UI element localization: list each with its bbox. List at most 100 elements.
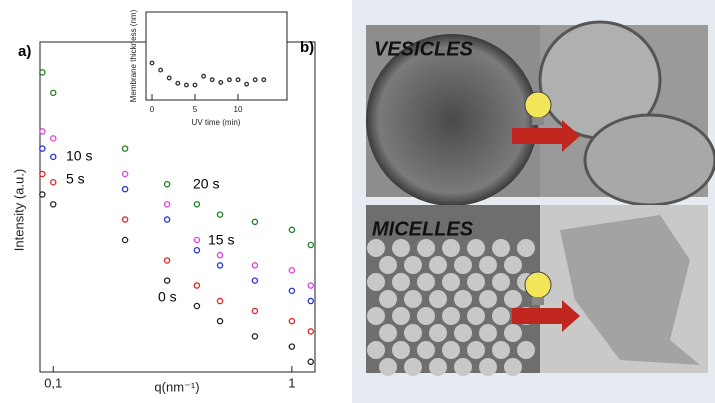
data-point [121, 145, 129, 152]
micelle [454, 290, 472, 308]
micelle [404, 324, 422, 342]
data-point [193, 302, 201, 310]
micelle [504, 256, 522, 274]
x-tick-label: 0,1 [44, 375, 62, 390]
data-point [163, 277, 171, 284]
data-point [288, 287, 296, 295]
data-point [216, 211, 224, 218]
data-point [192, 82, 198, 88]
data-point [216, 297, 224, 305]
micelle [517, 341, 535, 359]
x-tick-label: 1 [288, 375, 295, 390]
y-axis-label: Membrane thickness (nm) [129, 9, 138, 102]
x-axis-label: UV time (min) [192, 118, 241, 127]
series-label: 20 s [193, 176, 219, 192]
data-point [121, 185, 129, 193]
data-point [244, 81, 250, 87]
micelle [417, 307, 435, 325]
data-point [218, 79, 224, 85]
data-point [235, 77, 241, 83]
micelle [504, 290, 522, 308]
micelle [417, 341, 435, 359]
vesicle [366, 34, 538, 206]
data-point [121, 216, 129, 223]
data-point [49, 89, 57, 97]
micelle [504, 358, 522, 376]
data-point [163, 201, 171, 208]
data-point [39, 170, 46, 178]
micelle [392, 239, 410, 257]
data-point [39, 191, 46, 198]
inset-frame [145, 11, 288, 101]
micelle [429, 256, 447, 274]
micelle [492, 341, 510, 359]
data-point [163, 216, 171, 223]
data-point [183, 82, 189, 88]
data-point [201, 73, 207, 79]
panel-label: b) [300, 39, 314, 56]
x-tick-label: 0 [150, 105, 155, 114]
micelle [479, 256, 497, 274]
micelle [492, 307, 510, 325]
micelle [367, 273, 385, 291]
data-point [288, 317, 296, 325]
data-point [216, 262, 224, 269]
micelle [467, 239, 485, 257]
micelle [417, 273, 435, 291]
data-point [288, 226, 296, 234]
micelle [404, 290, 422, 308]
panel-title: VESICLES [374, 38, 474, 60]
data-point [307, 297, 315, 305]
x-axis-label: q(nm⁻¹) [154, 379, 199, 394]
data-point [163, 180, 171, 188]
micelle [504, 324, 522, 342]
data-point [163, 257, 171, 264]
data-point [149, 60, 155, 66]
data-point [39, 145, 46, 152]
micelle [392, 307, 410, 325]
data-point [166, 75, 172, 81]
micelle [454, 324, 472, 342]
micelle [492, 239, 510, 257]
panel-title: MICELLES [372, 218, 474, 240]
micelle [367, 239, 385, 257]
data-point [193, 201, 201, 208]
data-point [251, 218, 259, 226]
series-label: 10 s [66, 148, 92, 164]
micelle [379, 324, 397, 342]
data-point [251, 262, 259, 269]
data-point [39, 69, 46, 76]
micelle [442, 307, 460, 325]
micelle [379, 256, 397, 274]
series-label: 15 s [208, 232, 234, 248]
data-point [39, 128, 46, 135]
series-label: 0 s [158, 289, 177, 305]
data-point [49, 135, 57, 142]
micelle [442, 341, 460, 359]
micelle [392, 341, 410, 359]
data-point [307, 328, 315, 335]
data-point [251, 307, 259, 315]
data-point [158, 67, 164, 73]
aggregate [560, 215, 700, 365]
y-axis-label: Intensity (a.u.) [11, 169, 26, 251]
data-point [193, 246, 201, 254]
data-point [261, 77, 267, 83]
vesicle [583, 113, 715, 207]
micelle [429, 324, 447, 342]
micelle [392, 273, 410, 291]
micelle [467, 273, 485, 291]
micelle [367, 341, 385, 359]
data-point [216, 317, 224, 325]
series-label: 5 s [66, 171, 85, 187]
data-point [175, 80, 181, 86]
data-point [49, 178, 57, 186]
micelle [442, 273, 460, 291]
data-point [288, 267, 296, 274]
x-tick-label: 5 [193, 105, 198, 114]
data-point [216, 251, 224, 259]
data-point [226, 77, 232, 83]
data-point [252, 77, 258, 83]
micelle [492, 273, 510, 291]
micelle [479, 324, 497, 342]
